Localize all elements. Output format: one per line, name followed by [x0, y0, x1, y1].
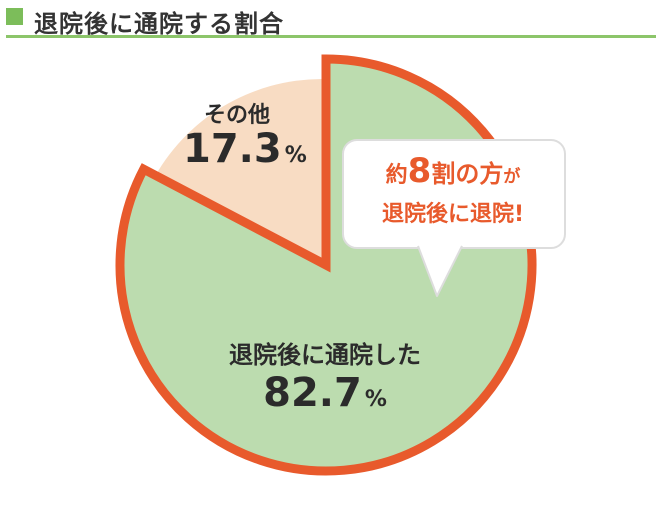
label-main-value: 82.7% [205, 370, 445, 424]
chart-header: 退院後に通院する割合 [6, 4, 656, 38]
callout-line2: 退院後に退院! [381, 202, 525, 227]
label-main-unit: % [364, 387, 387, 412]
callout-line1: 約8割の方が [343, 150, 563, 198]
callout-pointer-mask [420, 240, 460, 248]
callout-suffix-small: が [503, 167, 521, 187]
pie-slice-other [152, 79, 322, 271]
label-main: 退院後に通院した 82.7% [205, 335, 445, 424]
label-other-name: その他 [203, 103, 270, 128]
callout-bubble [342, 139, 566, 297]
label-other-value: 17.3% [183, 126, 307, 177]
label-other-number: 17.3 [183, 126, 282, 172]
label-other-unit: % [284, 143, 307, 168]
callout-pointer [417, 245, 463, 297]
callout-text: 約8割の方が 退院後に退院! [343, 150, 563, 232]
callout-number: 8 [407, 151, 432, 191]
callout-prefix: 約 [385, 163, 408, 188]
chart-title: 退院後に通院する割合 [34, 10, 284, 38]
callout-suffix: 割の方 [431, 160, 504, 188]
title-square-icon [6, 8, 23, 25]
header-underline [6, 35, 656, 38]
label-main-number: 82.7 [263, 370, 362, 416]
label-other: その他 17.3% [183, 97, 307, 177]
label-main-name: 退院後に通院した [229, 341, 421, 369]
